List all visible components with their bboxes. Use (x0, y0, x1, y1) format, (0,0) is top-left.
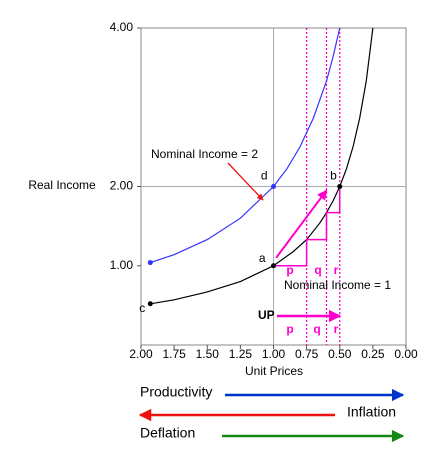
point-label: c (139, 301, 145, 315)
point (271, 184, 276, 189)
step-label: r (334, 263, 339, 277)
point (147, 260, 153, 266)
point (147, 301, 153, 307)
x-tick-label: 0.25 (361, 347, 385, 361)
y-tick-label: 1.00 (110, 258, 134, 272)
step-label: p (286, 263, 293, 277)
staircase (273, 186, 341, 267)
point-label: a (259, 251, 266, 265)
y-tick-label: 4.00 (110, 20, 134, 34)
x-tick-label: 0.50 (328, 347, 352, 361)
step-label: p (286, 322, 293, 336)
y-tick-label: 2.00 (110, 179, 134, 193)
x-tick-label: 1.75 (162, 347, 186, 361)
point-label: b (330, 169, 337, 183)
annotation-arrow (227, 162, 264, 201)
x-tick-label: 2.00 (129, 347, 153, 361)
x-axis-label: Unit Prices (245, 364, 303, 378)
y-axis-label: Real Income (28, 178, 96, 192)
point (271, 263, 276, 269)
x-tick-label: 0.00 (394, 347, 418, 361)
arrow-label: Inflation (347, 404, 396, 420)
step-label: r (334, 322, 339, 336)
up-label: UP (258, 308, 275, 322)
x-tick-label: 1.50 (196, 347, 220, 361)
curve (150, 27, 341, 264)
shift-arrow (275, 189, 328, 259)
arrow-label: Productivity (140, 384, 212, 400)
arrow-label: Deflation (140, 425, 195, 441)
point (337, 184, 343, 189)
step-label: q (314, 263, 321, 277)
annotation: Nominal Income = 1 (284, 278, 391, 292)
x-tick-label: 0.75 (295, 347, 319, 361)
x-tick-label: 1.00 (262, 347, 286, 361)
x-tick-label: 1.25 (229, 347, 253, 361)
step-label: q (313, 322, 320, 336)
curve (150, 27, 374, 305)
annotation: Nominal Income = 2 (151, 147, 258, 161)
point-label: d (261, 169, 268, 183)
